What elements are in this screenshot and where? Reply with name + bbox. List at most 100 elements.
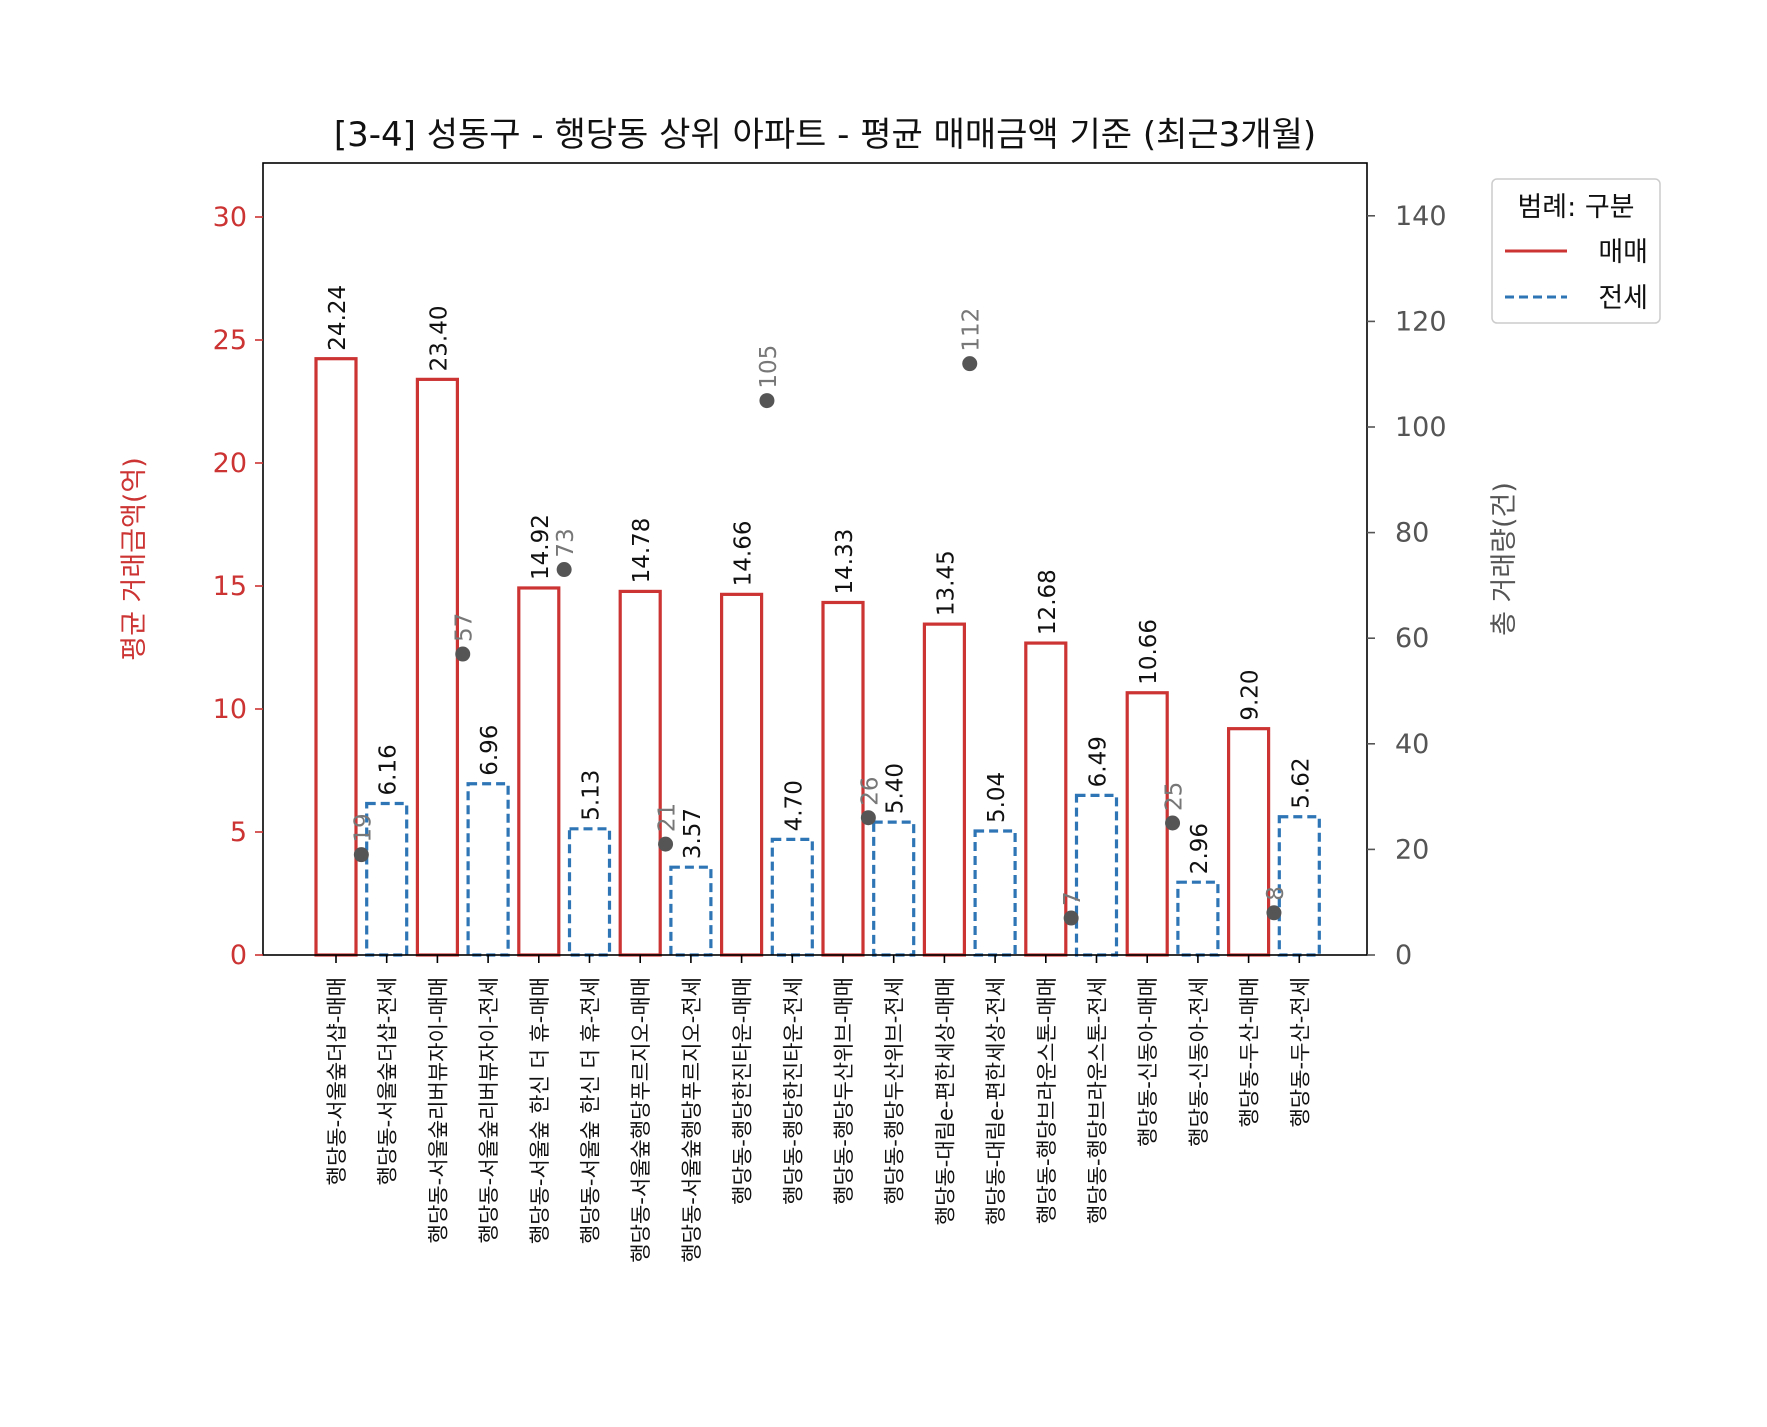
volume-point-label: 57 (452, 613, 478, 642)
volume-point-label: 19 (350, 813, 376, 842)
y-tick-label-right: 80 (1395, 518, 1429, 549)
y-axis-left: 0 5 10 15 20 25 30 (213, 202, 263, 971)
bar-value-label: 2.96 (1187, 823, 1213, 874)
bar-jeonse (567, 827, 612, 957)
x-tick-label: 행당동-행당두산위브-전세 (883, 977, 907, 1205)
y-axis-label-right: 총 거래량(건) (1489, 482, 1520, 636)
volume-points: 19 57 73 21 105 26 112 7 25 8 (350, 308, 1289, 926)
bar-value-label: 5.40 (883, 763, 909, 814)
y-tick-label-right: 0 (1395, 940, 1412, 971)
bar-sale (922, 622, 967, 957)
volume-point-label: 25 (1162, 782, 1188, 811)
legend-title: 범례: 구분 (1517, 192, 1634, 223)
volume-point-label: 112 (959, 308, 985, 352)
legend-label-sale: 매매 (1598, 237, 1648, 268)
legend-label-jeonse: 전세 (1598, 283, 1648, 314)
x-tick-label: 행당동-대림e-편한세상-전세 (984, 977, 1008, 1225)
volume-point-label: 8 (1263, 886, 1289, 901)
y-tick-label-left: 20 (213, 448, 247, 479)
x-tick-label: 행당동-행당두산위브-매매 (832, 977, 856, 1205)
bar-value-label: 3.57 (680, 808, 706, 859)
bar-value-label: 23.40 (426, 306, 452, 372)
x-tick-label: 행당동-서울숲 한신 더 휴-전세 (579, 977, 603, 1244)
legend-box (1491, 178, 1661, 324)
volume-point-label: 105 (756, 345, 782, 389)
y-tick-label-right: 120 (1395, 306, 1447, 337)
y-tick-label-left: 30 (213, 202, 247, 233)
bar-value-label: 5.62 (1288, 758, 1314, 809)
bar-value-label: 14.33 (832, 529, 858, 595)
bar-value-label: 13.45 (933, 550, 959, 616)
x-tick-label: 행당동-서울숲더샵-매매 (325, 977, 349, 1185)
bar-sale (719, 592, 764, 957)
x-tick-label: 행당동-행당브라운스톤-매매 (1035, 977, 1059, 1224)
bar-value-label: 6.96 (477, 725, 503, 776)
bar-sale (1226, 727, 1271, 957)
y-tick-label-right: 60 (1395, 623, 1429, 654)
bar-value-label: 24.24 (325, 285, 351, 351)
volume-point (1266, 905, 1282, 921)
bar-jeonse (770, 837, 814, 957)
bar-sale (517, 586, 561, 957)
bar-jeonse (1176, 880, 1220, 957)
y-tick-label-left: 0 (230, 940, 247, 971)
y-tick-label-right: 40 (1395, 729, 1429, 760)
y-tick-label-left: 25 (213, 325, 247, 356)
volume-point (962, 356, 978, 372)
y-axis-right: 0 20 40 60 80 100 120 140 (1367, 201, 1447, 971)
bar-jeonse (1277, 815, 1321, 957)
x-tick-label: 행당동-대림e-편한세상-매매 (933, 977, 957, 1225)
bar-jeonse (669, 865, 713, 957)
y-axis-label-left: 평균 거래금액(억) (119, 457, 150, 661)
volume-point (759, 393, 775, 409)
bar-jeonse (872, 820, 916, 957)
x-tick-label: 행당동-서울숲 한신 더 휴-매매 (528, 977, 552, 1244)
bar-jeonse (466, 782, 510, 957)
y-tick-label-left: 10 (213, 694, 247, 725)
volume-point-label: 7 (1060, 891, 1086, 906)
y-tick-label-left: 5 (230, 817, 247, 848)
bar-value-label: 5.04 (984, 772, 1010, 823)
x-tick-label: 행당동-행당한진타운-매매 (731, 977, 755, 1205)
x-tick-label: 행당동-서울숲더샵-전세 (376, 977, 400, 1185)
volume-point (658, 836, 674, 852)
bar-value-label: 6.16 (376, 744, 402, 795)
bar-sale (314, 357, 358, 957)
x-axis: 행당동-서울숲더샵-매매 행당동-서울숲더샵-전세 행당동-서울숲리버뷰자이-매매 행… (325, 955, 1312, 1263)
x-tick-label: 행당동-행당브라운스톤-전세 (1086, 977, 1110, 1224)
bar-value-label: 6.49 (1086, 736, 1112, 787)
bar-value-label: 10.66 (1136, 619, 1162, 685)
bar-jeonse (973, 829, 1017, 957)
volume-point (556, 562, 572, 578)
bar-value-label: 4.70 (781, 780, 807, 831)
bar-value-label: 12.68 (1035, 569, 1061, 635)
volume-point (860, 810, 876, 826)
bar-value-label: 5.13 (579, 770, 605, 821)
bar-value-label: 14.92 (528, 514, 554, 580)
y-tick-label-right: 140 (1395, 201, 1447, 232)
bar-value-label: 14.66 (731, 521, 757, 587)
x-tick-label: 행당동-서울숲행당푸르지오-전세 (680, 977, 704, 1263)
volume-point-label: 21 (655, 803, 681, 832)
bar-sale (618, 589, 662, 957)
volume-point (1165, 815, 1181, 831)
x-tick-label: 행당동-서울숲행당푸르지오-매매 (629, 977, 653, 1263)
volume-point (353, 847, 369, 863)
x-tick-label: 행당동-서울숲리버뷰자이-매매 (426, 977, 450, 1243)
x-tick-label: 행당동-신동아-전세 (1187, 977, 1211, 1147)
y-tick-label-left: 15 (213, 571, 247, 602)
legend: 범례: 구분 매매 전세 (1491, 178, 1661, 324)
bar-jeonse (1074, 793, 1119, 957)
volume-point (1063, 910, 1079, 926)
bar-sale (1024, 641, 1068, 957)
y-tick-label-right: 20 (1395, 834, 1429, 865)
bar-value-label: 14.78 (629, 518, 655, 584)
bar-sale (415, 377, 459, 957)
plot-frame (262, 162, 1368, 956)
volume-point (455, 646, 471, 662)
x-tick-label: 행당동-두산-전세 (1288, 977, 1312, 1127)
volume-point-label: 26 (857, 776, 883, 805)
volume-point-label: 73 (553, 528, 579, 557)
x-tick-label: 행당동-신동아-매매 (1136, 977, 1160, 1147)
